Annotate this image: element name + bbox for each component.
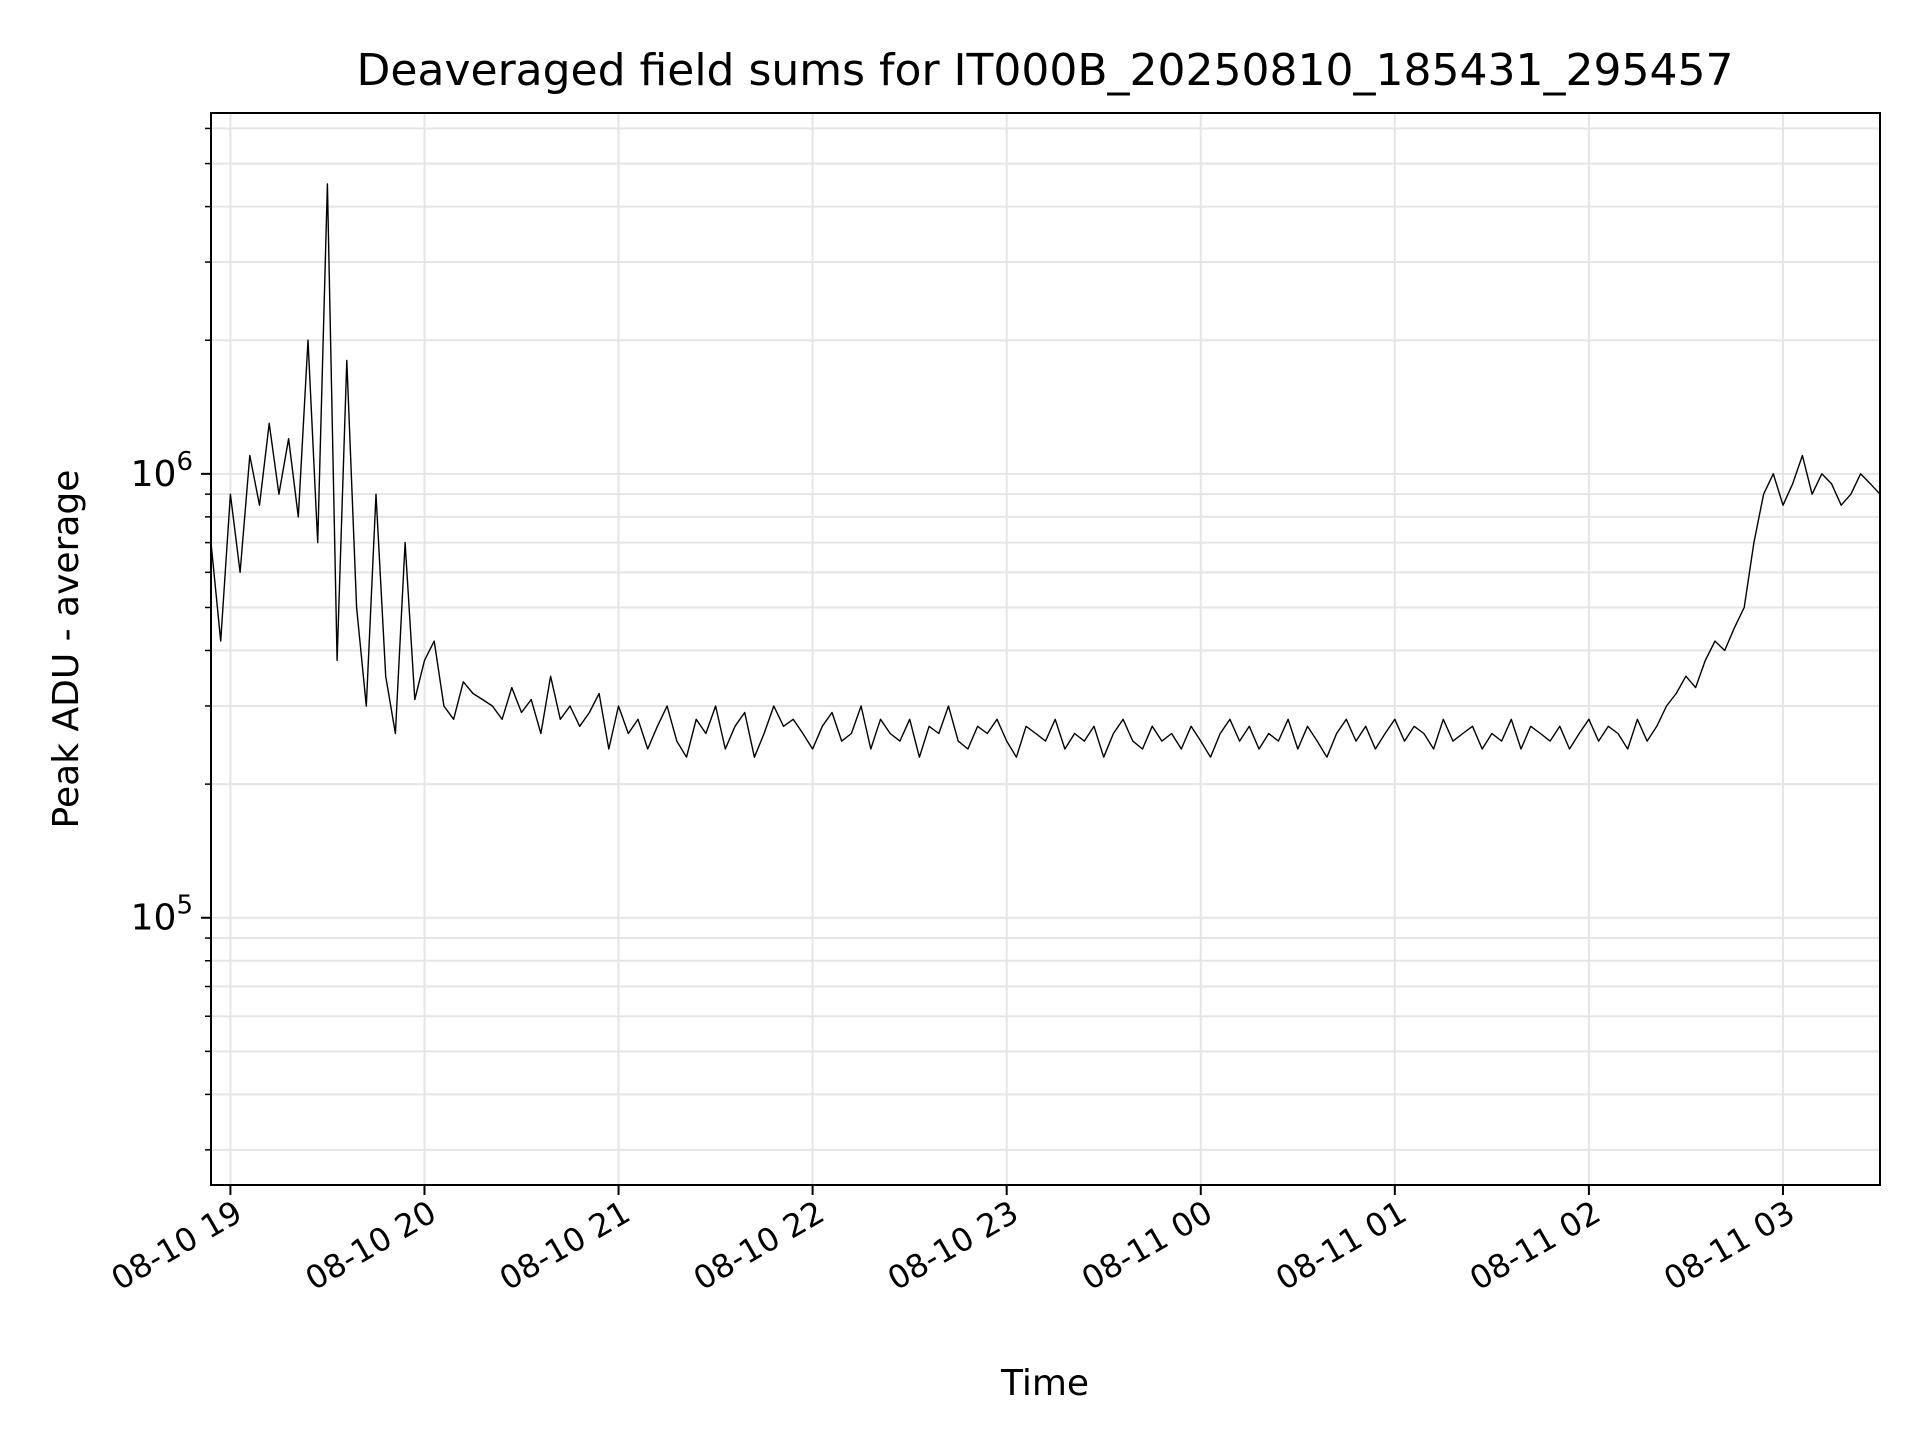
y-axis: 105 106 [131,127,211,1151]
y-tick-label: 106 [131,447,193,495]
series-layer [210,183,1881,758]
chart-title: Deaveraged field sums for IT000B_2025081… [357,45,1734,96]
series-line [210,183,1881,758]
grid-layer [211,113,1880,1185]
y-tick-label: 105 [131,891,193,939]
x-axis-label: Time [1000,1363,1089,1404]
y-axis-label: Peak ADU - average [46,470,87,829]
plot-frame [210,112,1881,1186]
